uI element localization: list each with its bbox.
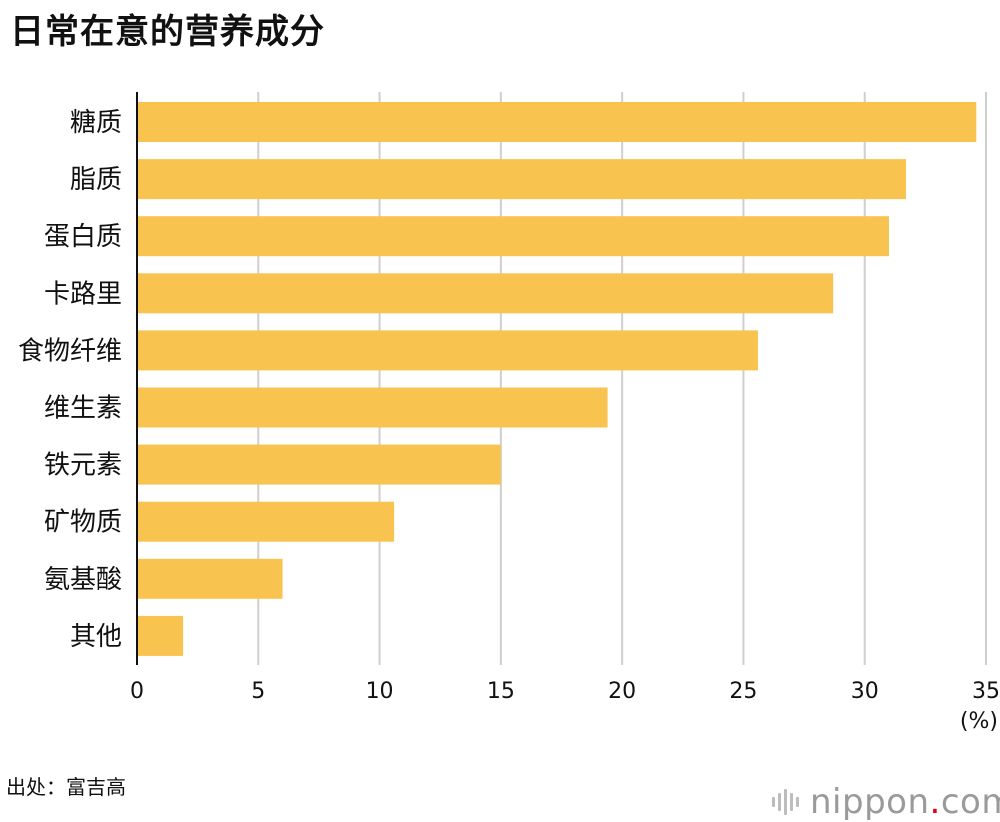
bar-6 [137,444,501,485]
logo-bars-icon [772,789,802,815]
category-label-0: 糖质 [70,108,122,138]
category-label-4: 食物纤维 [18,336,122,366]
logo-text: nippon.com [810,782,1000,822]
bar-2 [137,216,889,257]
chart-title: 日常在意的营养成分 [10,12,325,52]
logo-name: nippon [810,782,930,822]
category-label-9: 其他 [70,622,122,652]
x-tick-label-2: 10 [366,679,394,704]
x-tick-label-1: 5 [251,679,265,704]
x-tick-label-7: 35 [972,679,1000,704]
bar-5 [137,387,608,428]
category-label-8: 氨基酸 [44,565,122,595]
x-tick-labels: 0 5 10 15 20 25 30 35 [130,679,1000,704]
x-tick-label-0: 0 [130,679,144,704]
bar-7 [137,501,395,542]
bars [137,102,977,656]
category-label-2: 蛋白质 [44,222,122,252]
bar-0 [137,102,977,142]
bar-4 [137,330,758,371]
x-tick-label-3: 15 [487,679,515,704]
x-tick-label-5: 25 [729,679,757,704]
logo-dot: . [929,782,941,822]
category-label-5: 维生素 [44,394,122,424]
bar-3 [137,273,834,314]
nippon-logo: nippon.com [772,782,1000,822]
source-note: 出处：富吉高 [6,775,126,799]
category-label-6: 铁元素 [44,451,122,481]
bar-9 [137,615,184,656]
category-label-7: 矿物质 [44,508,122,538]
x-tick-label-6: 30 [851,679,879,704]
bar-8 [137,558,283,599]
category-label-3: 卡路里 [44,279,122,309]
x-tick-label-4: 20 [608,679,636,704]
bar-1 [137,159,906,200]
logo-tld: com [940,782,1000,822]
unit-label: (%) [960,709,998,734]
category-label-1: 脂质 [70,165,122,195]
